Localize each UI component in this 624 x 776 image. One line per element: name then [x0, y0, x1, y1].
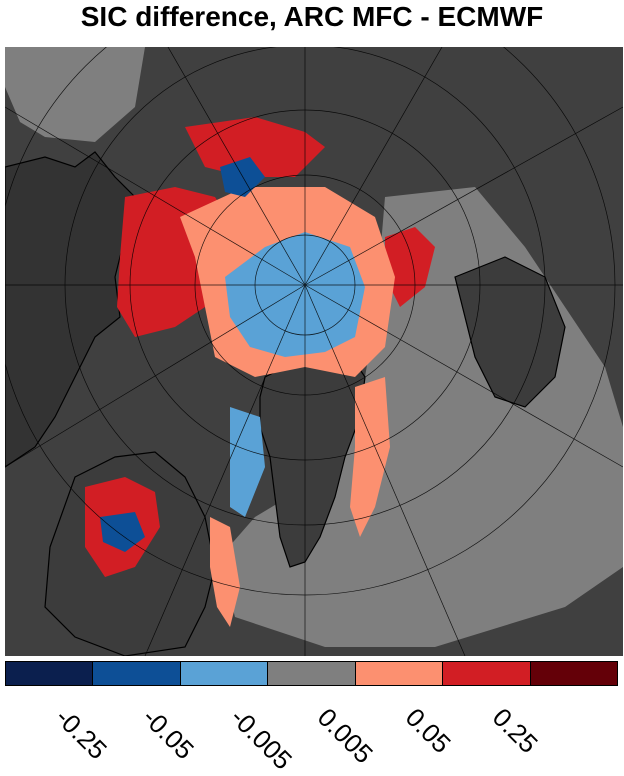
graticule: [5, 47, 623, 656]
ocean-region: [5, 47, 623, 647]
ice-diff-salmon-baffin: [210, 517, 240, 627]
colorbar-tick-label: -0.005: [224, 702, 298, 776]
colorbar-tick-label: 0.25: [487, 702, 545, 759]
colorbar-segment: [93, 662, 181, 685]
colorbar-segment: [355, 662, 444, 685]
colorbar-tick-label: -0.05: [136, 702, 201, 766]
colorbar-segment: [180, 662, 269, 685]
land-eurasia: [5, 151, 136, 468]
ice-diff-salmon-east-greenland: [350, 377, 390, 537]
colorbar-segment: [6, 662, 94, 685]
land-scandinavia: [454, 256, 566, 408]
colorbar: [5, 661, 618, 686]
arctic-map: [5, 47, 623, 656]
page-title: SIC difference, ARC MFC - ECMWF: [80, 1, 544, 32]
colorbar-tick-label: -0.25: [49, 702, 113, 766]
ice-diff-lightblue-strait: [230, 407, 265, 517]
colorbar-segment: [268, 662, 356, 685]
ice-diff-red-barents: [385, 227, 435, 307]
colorbar-segment: [443, 662, 531, 685]
colorbar-tick-label: 0.05: [399, 702, 457, 759]
colorbar-tick-label: 0.005: [312, 702, 380, 770]
ice-diff-blue-canada: [100, 512, 145, 552]
colorbar-segment: [530, 662, 617, 685]
